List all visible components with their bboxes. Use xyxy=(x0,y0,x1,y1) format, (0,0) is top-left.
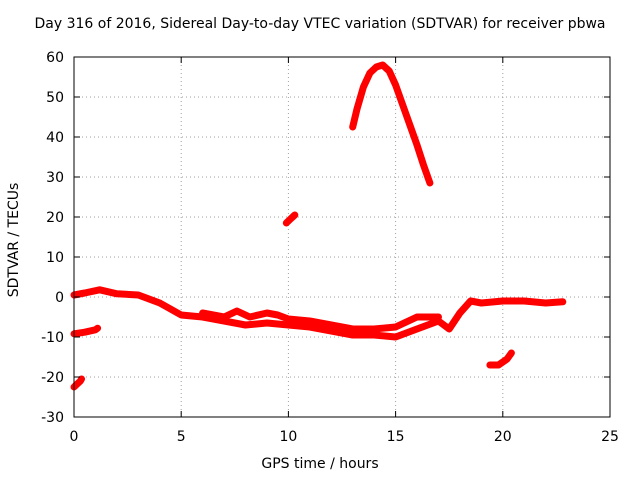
y-tick-label: 40 xyxy=(46,130,64,146)
x-tick-label: 5 xyxy=(177,429,186,445)
y-tick-label: -30 xyxy=(41,410,64,426)
grid-lines xyxy=(74,57,610,417)
series-arc-03 xyxy=(282,211,299,227)
series-arc-02 xyxy=(70,375,85,391)
chart-title: Day 316 of 2016, Sidereal Day-to-day VTE… xyxy=(34,16,606,32)
plot-frame xyxy=(73,56,611,418)
series-baseline xyxy=(70,286,567,341)
tick-marks xyxy=(73,56,611,418)
y-tick-label: 50 xyxy=(46,90,64,106)
x-tick-label: 25 xyxy=(601,429,619,445)
tick-labels: 0 5 10 15 20 25 -30 -20 -10 0 10 20 30 40 50 60 xyxy=(41,50,619,445)
series-arc-01 xyxy=(70,324,102,338)
series-arc-05 xyxy=(486,349,515,369)
series-baseline-upper xyxy=(199,307,442,333)
y-tick-label: 60 xyxy=(46,50,64,66)
x-tick-label: 20 xyxy=(494,429,512,445)
series-arc-04 xyxy=(349,61,434,187)
y-tick-label: -20 xyxy=(41,370,64,386)
y-tick-label: 30 xyxy=(46,170,64,186)
x-tick-label: 10 xyxy=(279,429,297,445)
data-series xyxy=(70,61,567,391)
x-tick-label: 0 xyxy=(70,429,79,445)
x-axis-label: GPS time / hours xyxy=(261,456,379,472)
x-tick-label: 15 xyxy=(387,429,405,445)
y-tick-label: 10 xyxy=(46,250,64,266)
y-tick-label: -10 xyxy=(41,330,64,346)
y-tick-label: 20 xyxy=(46,210,64,226)
y-tick-label: 0 xyxy=(55,290,64,306)
y-axis-label: SDTVAR / TECUs xyxy=(6,182,22,298)
